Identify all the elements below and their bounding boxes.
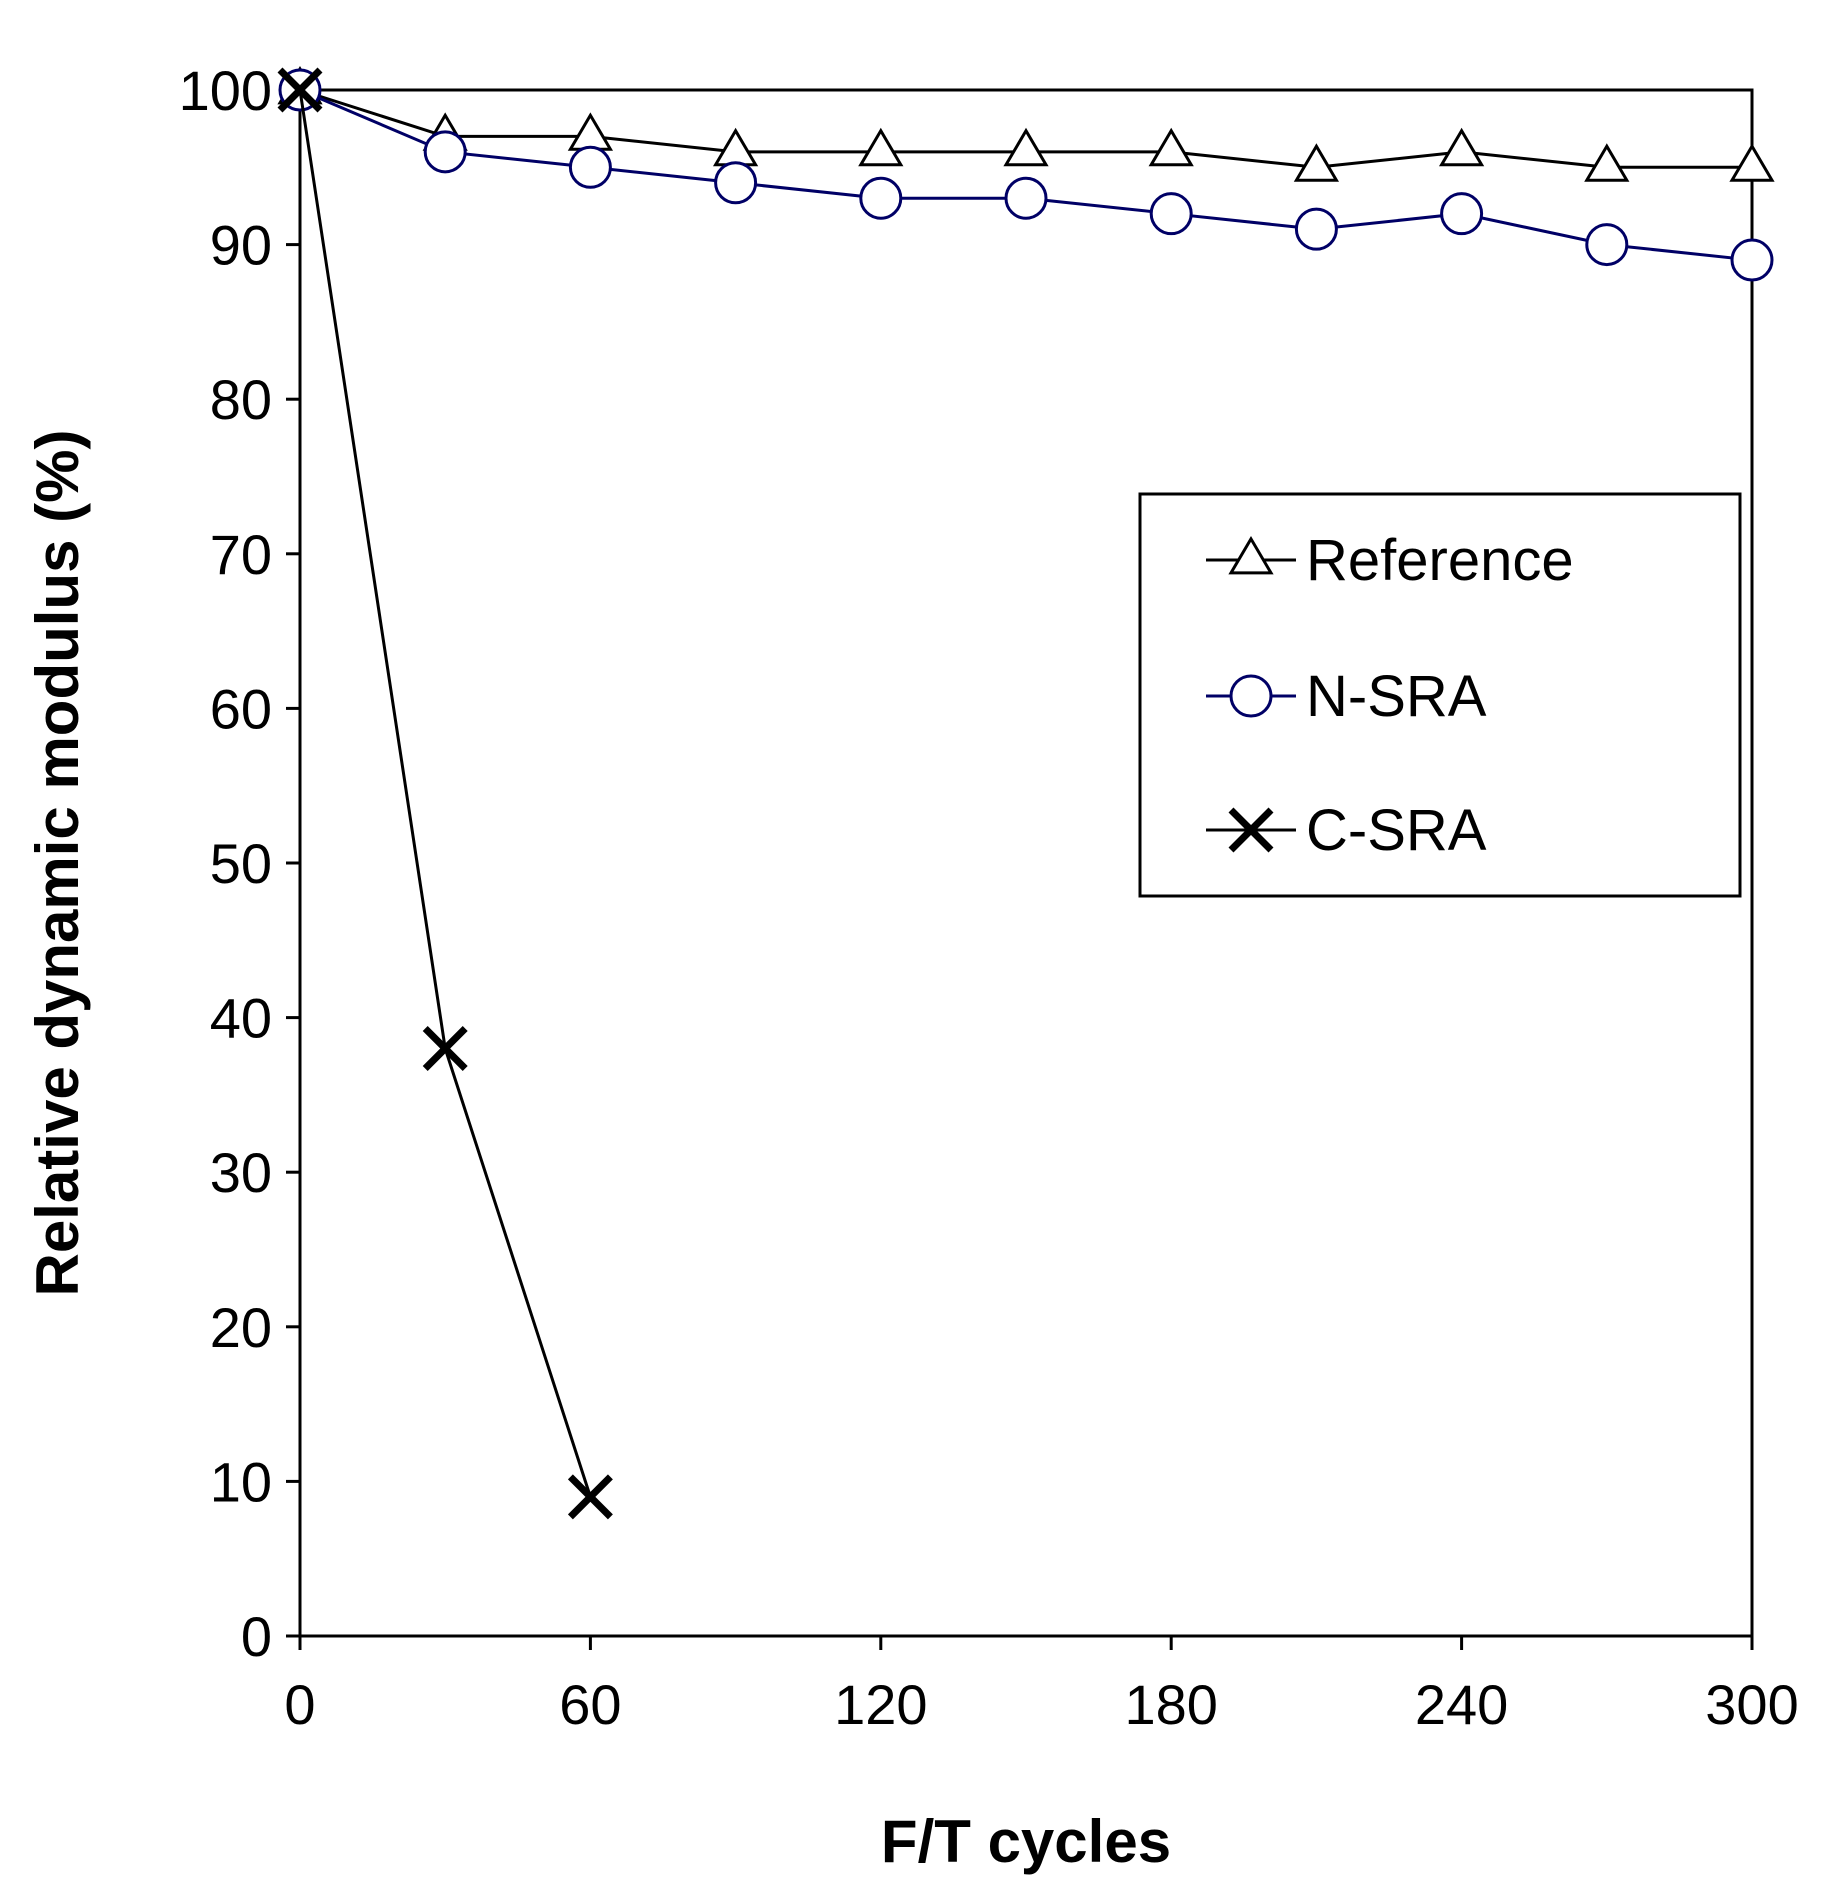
- x-tick-label: 300: [1705, 1673, 1798, 1736]
- marker-stroke: [1228, 807, 1274, 853]
- data-point: [1293, 143, 1340, 182]
- y-tick-label: 40: [210, 987, 272, 1050]
- y-tick-label: 70: [210, 523, 272, 586]
- series-c-sra: [277, 67, 613, 1520]
- y-tick-label: 10: [210, 1450, 272, 1513]
- legend-item: N-SRA: [1206, 664, 1487, 729]
- data-point: [1004, 176, 1048, 220]
- y-tick-label: 50: [210, 832, 272, 895]
- y-tick-label: 100: [179, 59, 272, 122]
- marker-stroke: [277, 67, 323, 113]
- data-point: [858, 127, 904, 167]
- data-point: [1438, 127, 1485, 167]
- legend-marker: [1228, 535, 1274, 575]
- legend-label: C-SRA: [1306, 798, 1487, 863]
- x-tick-label: 180: [1124, 1673, 1217, 1736]
- data-point: [1729, 143, 1775, 182]
- series-layer: [277, 65, 1775, 1520]
- data-point: [1440, 192, 1484, 236]
- data-point: [1584, 143, 1630, 182]
- data-point: [1585, 223, 1629, 267]
- legend-label: Reference: [1306, 528, 1574, 593]
- data-point: [714, 161, 758, 205]
- x-tick-label: 120: [834, 1673, 927, 1736]
- x-tick-label: 60: [559, 1673, 621, 1736]
- data-point: [568, 145, 612, 189]
- legend-item: C-SRA: [1206, 798, 1487, 863]
- y-tick-label: 90: [210, 214, 272, 277]
- x-tick-label: 0: [284, 1673, 315, 1736]
- legend-label: N-SRA: [1306, 664, 1487, 729]
- y-tick-label: 60: [210, 677, 272, 740]
- data-point: [859, 176, 903, 220]
- x-axis-title: F/T cycles: [881, 1808, 1171, 1875]
- y-axis: 0 10 20 30 40 50 60 70 80 90 100: [179, 59, 300, 1668]
- data-point: [1730, 238, 1774, 282]
- y-tick-label: 80: [210, 368, 272, 431]
- data-point: [277, 67, 323, 113]
- y-tick-label: 0: [241, 1605, 272, 1668]
- data-point: [1149, 192, 1193, 236]
- data-point: [1148, 127, 1194, 167]
- x-axis: 0 60 120 180 240 300: [284, 1636, 1799, 1736]
- legend-marker: [1229, 674, 1273, 718]
- legend-item: Reference: [1206, 528, 1574, 593]
- data-point: [422, 1026, 468, 1071]
- data-point: [1003, 127, 1049, 167]
- y-tick-label: 20: [210, 1296, 272, 1359]
- y-axis-title: Relative dynamic modulus (%): [24, 430, 91, 1297]
- x-tick-label: 240: [1415, 1673, 1508, 1736]
- marker-stroke: [567, 1474, 613, 1520]
- legend-marker: [1228, 807, 1274, 853]
- data-point: [567, 1474, 613, 1520]
- marker-stroke: [422, 1026, 468, 1071]
- y-tick-label: 30: [210, 1141, 272, 1204]
- data-point: [423, 130, 467, 174]
- legend: Reference N-SRA C-SRA: [1138, 492, 1742, 898]
- data-point: [1294, 207, 1338, 251]
